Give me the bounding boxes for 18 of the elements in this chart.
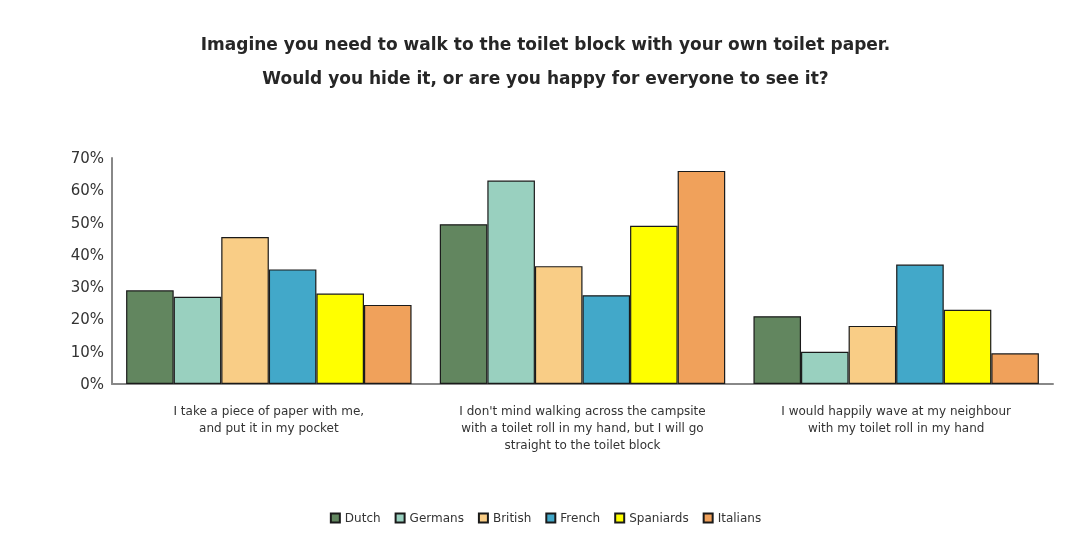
x-tick-label: I would happily wave at my neighbour with my toilet roll in my hand bbox=[781, 403, 1012, 435]
legend-label: Dutch bbox=[344, 511, 381, 525]
legend-label: Italians bbox=[717, 511, 762, 525]
y-tick-label: 50% bbox=[70, 213, 104, 232]
x-tick-label: I don't mind walking across the campsite with a toilet roll in my hand, but I will go straight to the toilet block bbox=[459, 403, 706, 452]
y-tick-label: 0% bbox=[80, 375, 104, 393]
y-tick-label: 10% bbox=[70, 342, 104, 361]
y-tick-label: 60% bbox=[70, 181, 104, 200]
y-tick-label: 20% bbox=[70, 310, 104, 329]
legend-label: Spaniards bbox=[629, 511, 689, 525]
y-tick-label: 40% bbox=[70, 245, 104, 264]
legend-label: Germans bbox=[409, 511, 464, 525]
y-tick-label: 70% bbox=[70, 149, 104, 167]
chart-title: Imagine you need to walk to the toilet block with your own toilet paper. Would you hide it, or are you happy for everyone to see it? bbox=[200, 34, 891, 88]
y-tick-label: 30% bbox=[70, 278, 104, 297]
legend-label: French bbox=[560, 511, 601, 525]
x-tick-label: I take a piece of paper with me, and put it in my pocket bbox=[173, 403, 365, 435]
legend-label: British bbox=[492, 511, 532, 525]
